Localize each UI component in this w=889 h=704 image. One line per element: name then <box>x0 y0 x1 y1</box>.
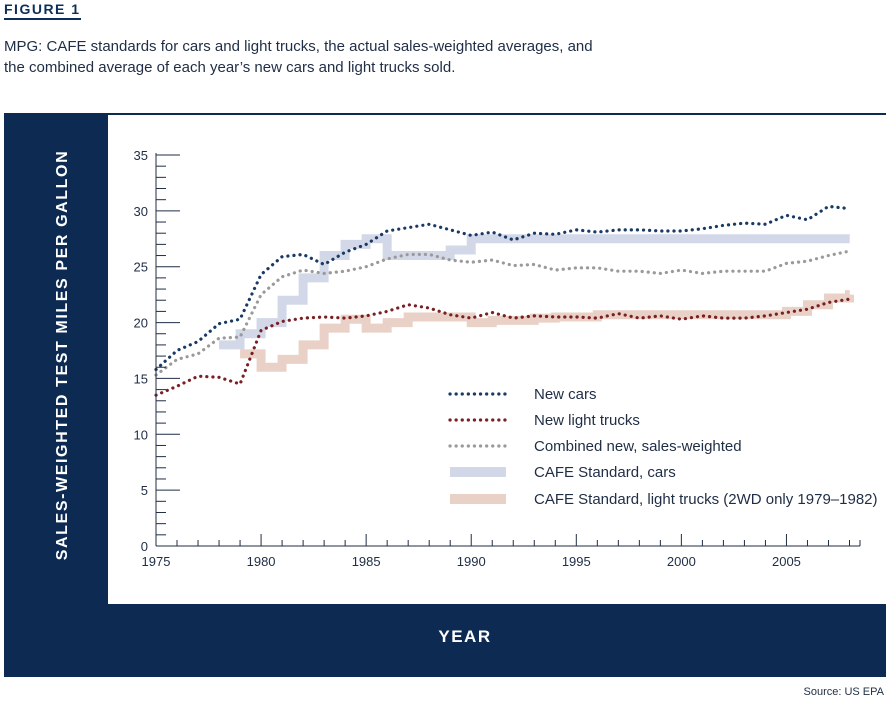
series-line-2 <box>154 249 852 377</box>
y-tick-label-35: 35 <box>134 148 148 163</box>
series-line-0 <box>154 204 852 372</box>
y-tick-label-5: 5 <box>141 483 148 498</box>
x-tick-label-2000: 2000 <box>667 554 696 569</box>
legend-label-4: CAFE Standard, light trucks (2WD only 19… <box>534 491 878 508</box>
x-tick-label-1990: 1990 <box>457 554 486 569</box>
x-axis-label: YEAR <box>438 627 492 646</box>
legend-label-3: CAFE Standard, cars <box>534 464 676 481</box>
y-tick-label-0: 0 <box>141 539 148 554</box>
x-tick-label-1975: 1975 <box>142 554 171 569</box>
x-tick-label-1995: 1995 <box>562 554 591 569</box>
y-tick-label-25: 25 <box>134 260 148 275</box>
x-tick-label-1980: 1980 <box>247 554 276 569</box>
caption-line-2: the combined average of each year’s new … <box>4 59 456 76</box>
x-tick-label-2005: 2005 <box>772 554 801 569</box>
figure-label: FIGURE 1 <box>4 1 81 20</box>
series-line-cafe-3 <box>219 234 850 350</box>
legend-label-2: Combined new, sales-weighted <box>534 438 742 455</box>
y-tick-label-15: 15 <box>134 371 148 386</box>
series-line-cafe-4 <box>240 290 854 372</box>
y-tick-label-30: 30 <box>134 204 148 219</box>
series-line-1 <box>154 297 852 397</box>
legend-label-1: New light trucks <box>534 412 640 429</box>
y-tick-label-10: 10 <box>134 427 148 442</box>
figure-caption: MPG: CAFE standards for cars and light t… <box>4 36 604 78</box>
caption-line-1: MPG: CAFE standards for cars and light t… <box>4 38 593 55</box>
plot-panel <box>108 115 887 604</box>
chart-frame <box>4 113 887 677</box>
y-tick-label-20: 20 <box>134 316 148 331</box>
source-note: Source: US EPA <box>803 686 885 698</box>
legend-label-0: New cars <box>534 386 597 403</box>
x-tick-label-1985: 1985 <box>352 554 381 569</box>
